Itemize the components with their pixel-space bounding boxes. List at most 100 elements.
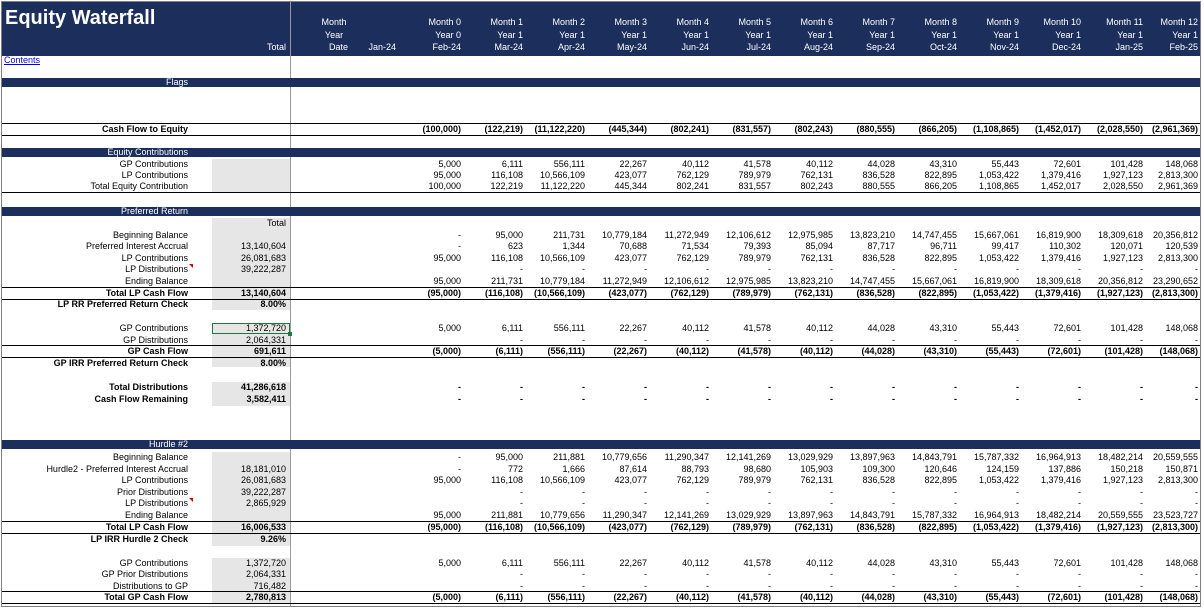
cell[interactable]: - [830, 394, 833, 404]
cell[interactable]: 43,310 [929, 323, 957, 333]
cell[interactable]: 5,000 [438, 159, 461, 169]
cell[interactable]: - [520, 581, 523, 591]
cell[interactable]: 18,309,618 [1097, 230, 1143, 240]
cell[interactable]: (2,028,550) [1096, 124, 1143, 134]
cell[interactable]: (2,961,369) [1151, 124, 1198, 134]
cell[interactable]: 1,053,422 [978, 170, 1019, 180]
cell[interactable]: 2,813,300 [1157, 253, 1198, 263]
cell[interactable]: 15,787,332 [911, 510, 957, 520]
cell[interactable]: - [706, 569, 709, 579]
cell[interactable]: 41,578 [743, 558, 771, 568]
cell[interactable]: - [644, 581, 647, 591]
cell[interactable]: (95,000) [427, 522, 461, 532]
cell[interactable]: - [582, 382, 585, 392]
cell[interactable]: - [706, 382, 709, 392]
cell[interactable]: 789,979 [738, 253, 771, 263]
cell[interactable]: 13,029,929 [725, 510, 771, 520]
cell[interactable]: 55,443 [991, 323, 1019, 333]
cell[interactable]: 22,267 [619, 323, 647, 333]
cell[interactable]: - [830, 581, 833, 591]
cell[interactable]: - [644, 382, 647, 392]
cell[interactable]: 105,903 [800, 464, 833, 474]
cell[interactable]: 109,300 [862, 464, 895, 474]
cell[interactable]: 101,428 [1110, 159, 1143, 169]
cell[interactable]: 44,028 [867, 323, 895, 333]
cell[interactable]: 95,000 [433, 170, 461, 180]
cell[interactable]: - [1195, 498, 1198, 508]
cell[interactable]: (556,111) [547, 592, 585, 602]
cell[interactable]: - [1195, 264, 1198, 274]
cell[interactable]: 41,578 [743, 159, 771, 169]
cell[interactable]: 16,819,900 [973, 276, 1019, 286]
cell[interactable]: - [1195, 581, 1198, 591]
cell[interactable]: - [520, 382, 523, 392]
cell[interactable]: (802,241) [670, 124, 709, 134]
row-total-cell[interactable]: 16,006,533 [240, 522, 286, 532]
cell[interactable]: 10,566,109 [539, 170, 585, 180]
cell[interactable]: (116,108) [484, 288, 523, 298]
cell[interactable]: - [644, 569, 647, 579]
row-total-cell[interactable]: 2,865,929 [245, 498, 286, 508]
cell[interactable]: 71,534 [681, 241, 709, 251]
cell[interactable]: - [458, 230, 461, 240]
cell[interactable]: - [520, 487, 523, 497]
cell[interactable]: (72,601) [1047, 346, 1081, 356]
cell[interactable]: 79,393 [743, 241, 771, 251]
cell[interactable]: - [892, 264, 895, 274]
cell[interactable]: 2,028,550 [1102, 181, 1143, 191]
cell[interactable]: 40,112 [806, 323, 833, 333]
row-total-cell[interactable]: 26,081,683 [240, 253, 286, 263]
cell[interactable]: (789,979) [732, 522, 771, 532]
cell[interactable]: 40,112 [806, 159, 833, 169]
cell[interactable]: - [458, 241, 461, 251]
cell[interactable]: 87,614 [619, 464, 647, 474]
cell[interactable]: 13,823,210 [849, 230, 895, 240]
cell[interactable]: 16,964,913 [973, 510, 1019, 520]
cell[interactable]: - [644, 487, 647, 497]
row-total-cell[interactable]: 39,222,287 [240, 487, 286, 497]
cell[interactable]: 12,106,612 [725, 230, 771, 240]
cell[interactable]: (1,379,416) [1034, 522, 1081, 532]
cell[interactable]: - [768, 581, 771, 591]
cell[interactable]: (802,243) [794, 124, 833, 134]
cell[interactable]: - [706, 335, 709, 345]
cell[interactable]: 70,688 [619, 241, 647, 251]
cell[interactable]: (6,111) [495, 346, 523, 356]
cell[interactable]: 101,428 [1110, 558, 1143, 568]
cell[interactable]: (10,566,109) [533, 522, 585, 532]
cell[interactable]: - [520, 394, 523, 404]
cell[interactable]: - [1078, 335, 1081, 345]
cell[interactable]: - [520, 264, 523, 274]
cell[interactable]: - [1140, 498, 1143, 508]
cell[interactable]: 11,122,220 [540, 181, 585, 191]
cell[interactable]: (148,068) [1159, 346, 1198, 356]
cell[interactable]: 1,344 [562, 241, 585, 251]
cell[interactable]: - [1140, 382, 1143, 392]
cell[interactable]: - [892, 335, 895, 345]
cell[interactable]: 15,667,061 [911, 276, 957, 286]
cell[interactable]: (789,979) [732, 288, 771, 298]
cell[interactable]: 5,000 [438, 323, 461, 333]
cell[interactable]: - [1016, 382, 1019, 392]
cell[interactable]: (1,108,865) [972, 124, 1019, 134]
cell[interactable]: 22,267 [619, 159, 647, 169]
cell[interactable]: - [644, 394, 647, 404]
cell[interactable]: - [582, 581, 585, 591]
row-total-cell[interactable]: 1,372,720 [245, 558, 286, 568]
cell[interactable]: (1,379,416) [1034, 288, 1081, 298]
cell[interactable]: - [768, 382, 771, 392]
cell[interactable]: (423,077) [608, 522, 647, 532]
cell[interactable]: 1,452,017 [1040, 181, 1081, 191]
cell[interactable]: (1,053,422) [972, 288, 1019, 298]
cell[interactable]: 88,793 [681, 464, 709, 474]
cell[interactable]: - [644, 498, 647, 508]
cell[interactable]: 836,528 [862, 475, 895, 485]
cell[interactable]: 1,053,422 [978, 253, 1019, 263]
cell[interactable]: - [644, 264, 647, 274]
cell[interactable]: 122,219 [490, 181, 523, 191]
cell[interactable]: 6,111 [501, 159, 523, 169]
cell[interactable]: 1,927,123 [1102, 170, 1143, 180]
cell[interactable]: - [458, 394, 461, 404]
row-total-cell[interactable]: 1,372,720 [245, 323, 286, 333]
cell[interactable]: 87,717 [867, 241, 895, 251]
